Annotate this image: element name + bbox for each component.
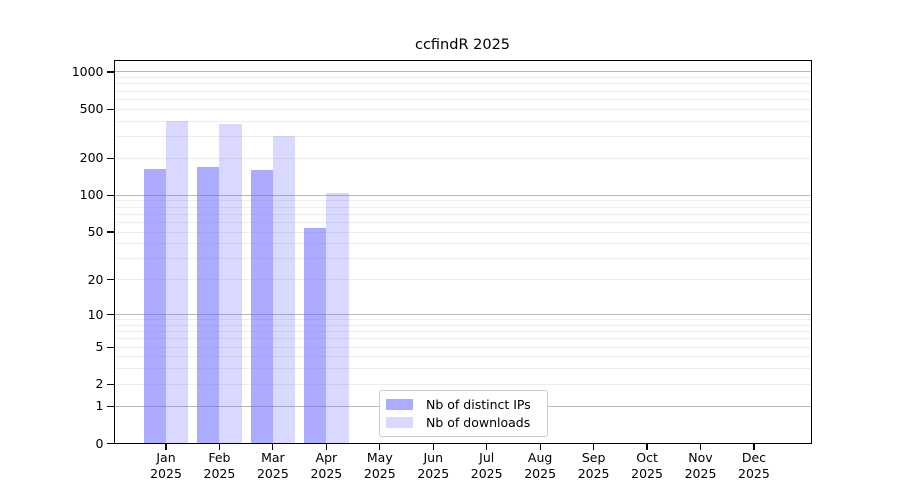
bar-distinct-ips-apr xyxy=(304,227,327,444)
minor-gridline xyxy=(113,368,812,370)
minor-gridline xyxy=(113,279,812,281)
y-axis-tick-label: 10 xyxy=(87,306,104,322)
y-axis-tick xyxy=(107,71,114,73)
minor-gridline xyxy=(113,83,812,85)
legend-swatch-distinct-ips xyxy=(386,399,413,410)
minor-gridline xyxy=(113,108,812,110)
x-axis-tick-label: Jul 2025 xyxy=(470,450,503,481)
x-axis-tick xyxy=(432,443,434,450)
minor-gridline xyxy=(113,331,812,333)
x-axis-tick-label: Oct 2025 xyxy=(631,450,663,481)
y-axis-tick xyxy=(107,231,114,233)
x-axis-tick-label: Dec 2025 xyxy=(738,450,770,481)
minor-gridline xyxy=(113,231,812,233)
minor-gridline xyxy=(113,136,812,138)
minor-gridline xyxy=(113,346,812,348)
minor-gridline xyxy=(113,383,812,385)
y-axis-tick xyxy=(107,279,114,281)
x-axis-tick xyxy=(699,443,702,450)
x-axis-tick-label: May 2025 xyxy=(363,450,396,481)
legend-swatch-downloads xyxy=(386,417,413,428)
x-axis-tick xyxy=(272,443,274,450)
x-axis-tick-label: Feb 2025 xyxy=(203,450,236,481)
y-axis-tick-label: 20 xyxy=(87,271,104,287)
y-axis-tick xyxy=(107,194,114,196)
y-axis-tick-label: 1000 xyxy=(71,63,104,79)
x-axis-tick-label: Mar 2025 xyxy=(256,450,289,481)
x-axis-tick-label: Jan 2025 xyxy=(150,450,182,481)
y-axis-tick xyxy=(107,108,114,110)
legend: Nb of distinct IPs Nb of downloads xyxy=(379,390,548,437)
minor-gridline xyxy=(113,98,812,100)
y-axis-tick xyxy=(107,442,114,445)
minor-gridline xyxy=(113,243,812,245)
bar-distinct-ips-jan xyxy=(143,169,166,444)
x-axis-tick xyxy=(539,443,541,450)
minor-gridline xyxy=(113,77,812,79)
minor-gridline xyxy=(113,200,812,202)
minor-gridline xyxy=(113,157,812,159)
x-axis-tick xyxy=(325,443,327,450)
x-axis-tick xyxy=(486,443,488,450)
bar-distinct-ips-feb xyxy=(197,166,220,444)
y-axis-tick-label: 200 xyxy=(79,150,104,166)
y-axis-tick xyxy=(107,313,114,316)
minor-gridline xyxy=(113,258,812,260)
minor-gridline xyxy=(113,221,812,223)
y-axis-tick-label: 1 xyxy=(95,398,104,414)
bar-downloads-mar xyxy=(272,135,296,444)
y-axis-tick-label: 0 xyxy=(95,435,104,451)
x-axis-tick-label: Aug 2025 xyxy=(524,450,557,481)
y-axis-tick-label: 500 xyxy=(79,101,104,117)
y-axis-tick xyxy=(107,346,114,348)
bar-downloads-apr xyxy=(326,193,349,444)
legend-label-distinct-ips: Nb of distinct IPs xyxy=(426,397,531,412)
bar-downloads-feb xyxy=(219,124,242,444)
legend-item-downloads: Nb of downloads xyxy=(386,415,547,430)
major-gridline xyxy=(113,314,812,316)
y-axis-tick-label: 50 xyxy=(87,224,104,240)
legend-item-distinct-ips: Nb of distinct IPs xyxy=(386,397,547,412)
y-axis-tick-label: 100 xyxy=(79,187,104,203)
y-axis-tick xyxy=(107,383,114,385)
x-axis-tick-label: Sep 2025 xyxy=(577,450,610,481)
x-axis-tick xyxy=(165,443,167,450)
x-axis-tick xyxy=(646,443,648,450)
minor-gridline xyxy=(113,90,812,92)
minor-gridline xyxy=(113,206,812,208)
minor-gridline xyxy=(113,213,812,215)
y-axis-tick-label: 5 xyxy=(95,339,104,355)
y-axis-tick xyxy=(107,405,114,407)
y-axis-tick xyxy=(107,157,114,159)
x-axis-tick xyxy=(379,443,381,450)
x-axis-tick xyxy=(218,443,221,450)
x-axis-tick-label: Nov 2025 xyxy=(684,450,717,481)
minor-gridline xyxy=(113,338,812,340)
minor-gridline xyxy=(113,324,812,326)
x-axis-tick xyxy=(593,443,595,450)
minor-gridline xyxy=(113,356,812,358)
x-axis-tick xyxy=(753,443,755,450)
y-axis-tick-label: 2 xyxy=(95,376,104,392)
x-axis-tick-label: Jun 2025 xyxy=(417,450,450,481)
x-axis-tick-label: Apr 2025 xyxy=(310,450,343,481)
major-gridline xyxy=(113,194,812,196)
bar-distinct-ips-mar xyxy=(250,169,273,444)
legend-label-downloads: Nb of downloads xyxy=(426,415,531,430)
minor-gridline xyxy=(113,319,812,321)
bar-downloads-jan xyxy=(166,121,189,444)
major-gridline xyxy=(113,71,812,73)
chart-title: ccfindR 2025 xyxy=(414,37,511,53)
minor-gridline xyxy=(113,120,812,122)
